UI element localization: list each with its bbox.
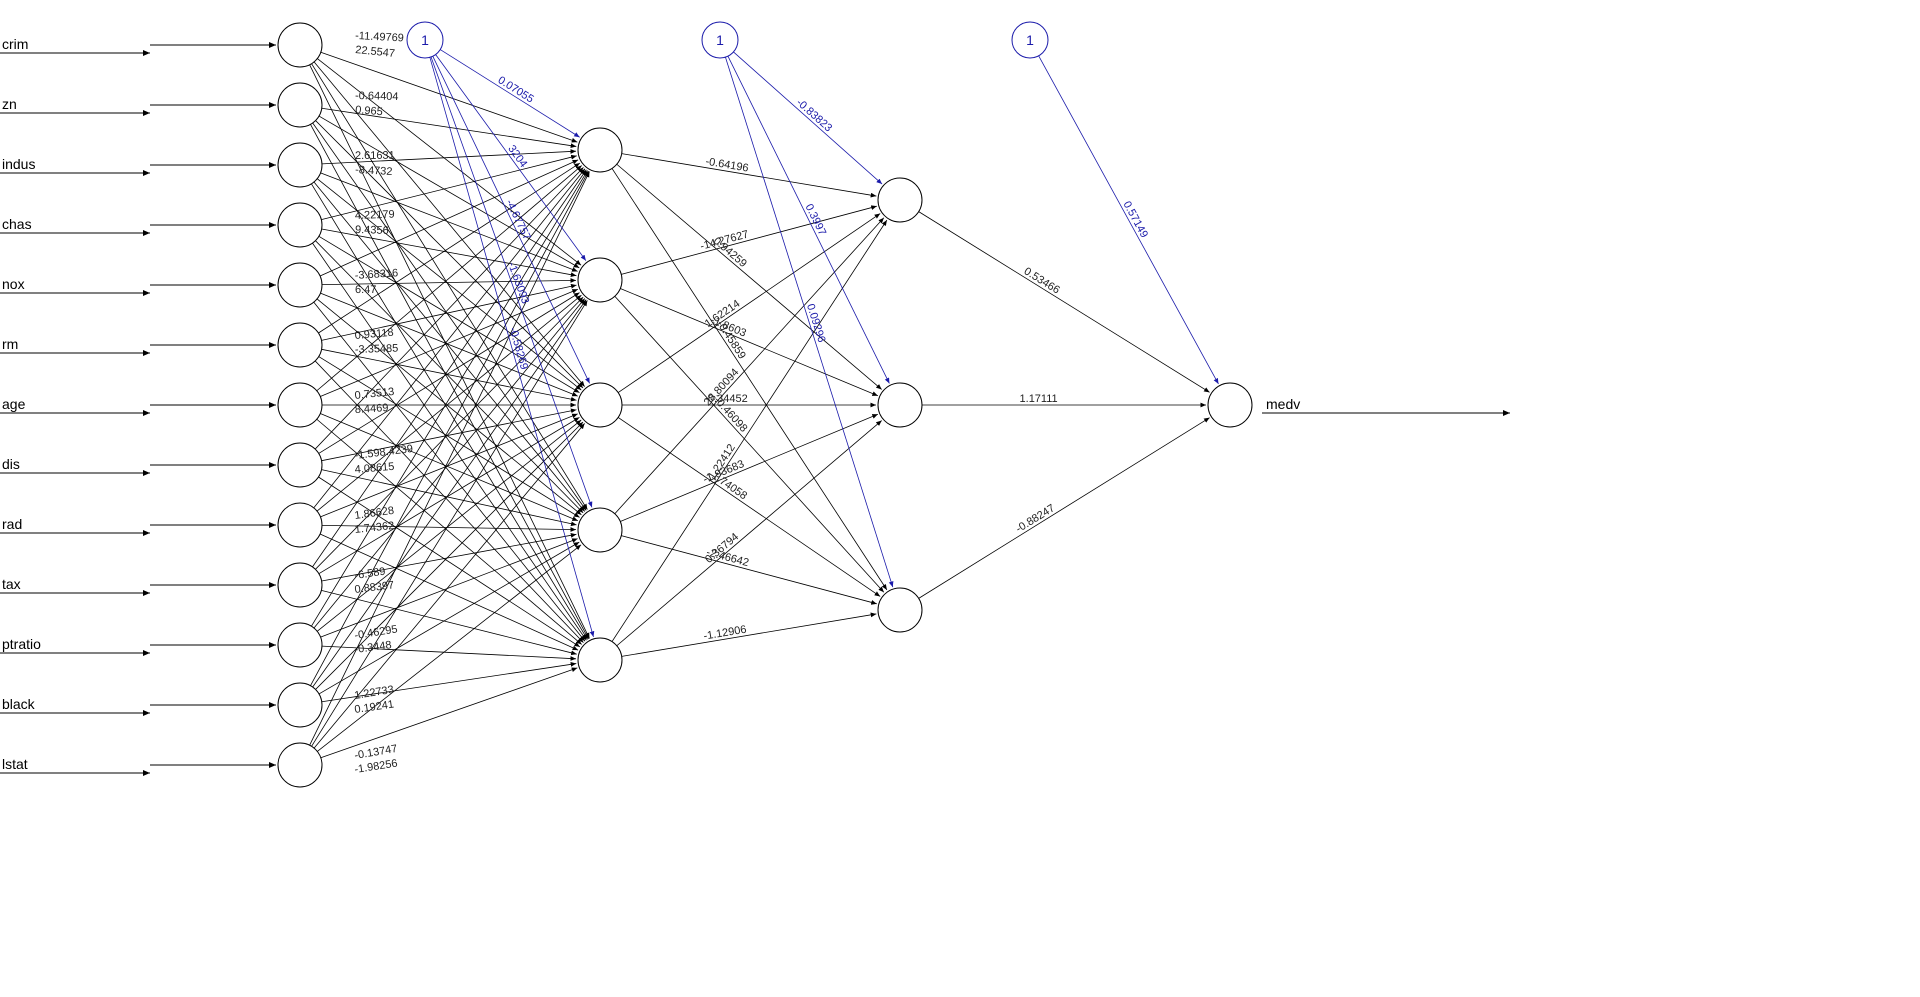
node-L0-0 [278,23,322,67]
output-label: medv [1266,396,1300,412]
node-L0-11 [278,683,322,727]
input-weight: 0.93118 [354,327,394,342]
node-L0-3 [278,203,322,247]
node-L0-5 [278,323,322,367]
input-weight: 2.61631 [355,150,395,162]
edge-weight: 1.17111 [1020,393,1058,405]
node-L2-2 [878,588,922,632]
labels-group: crim zn indus chas nox rm age dis rad tax ptratio b… [2,30,1300,776]
node-L1-2 [578,383,622,427]
input-weight: 8.4469 [354,402,388,416]
node-L2-1 [878,383,922,427]
input-weight: 1.86628 [354,505,395,522]
node-L0-10 [278,623,322,667]
input-weight: 0.965 [355,104,383,118]
input-weight: -0.46295 [354,623,399,642]
bias-label: 1 [716,32,724,48]
node-L0-1 [278,83,322,127]
input-weight: -3.35485 [355,343,399,356]
input-label-zn: zn [2,96,17,112]
bias-weight: -4.67757 [503,198,533,242]
neural-network-diagram: crim zn indus chas nox rm age dis rad tax ptratio b… [0,0,1520,800]
input-label-chas: chas [2,216,32,232]
input-weight: 22.5547 [355,44,396,60]
node-L3-0 [1208,383,1252,427]
input-label-crim: crim [2,36,28,52]
bias-weight: -0.58269 [507,326,530,371]
node-L0-12 [278,743,322,787]
node-L1-1 [578,258,622,302]
node-L0-7 [278,443,322,487]
bias-weight: 0.07055 [496,74,536,105]
input-weight: -0.64404 [355,90,399,103]
input-weight: -0.3448 [354,639,393,656]
input-label-black: black [2,696,36,712]
bias-label: 1 [1026,32,1034,48]
node-L1-0 [578,128,622,172]
edge-weight: -1.12906 [703,624,748,643]
node-L0-4 [278,263,322,307]
bias-weight: -1.63093 [505,261,531,306]
input-weight: 0.88397 [354,579,395,596]
bias-label: 1 [421,32,429,48]
input-label-lstat: lstat [2,756,28,772]
node-L1-4 [578,638,622,682]
input-weight: 6.47 [355,284,376,296]
input-label-rad: rad [2,516,22,532]
bias-weight: 0.57149 [1120,199,1150,240]
edge-weight: -0.88247 [1014,502,1057,535]
bias-weight: -0.83823 [794,97,834,135]
node-L0-6 [278,383,322,427]
input-label-dis: dis [2,456,20,472]
node-L2-0 [878,178,922,222]
input-weight: 4.22179 [355,209,395,222]
input-weight: 1.74362 [354,520,395,536]
bias-weight: 0.09296 [804,302,827,344]
input-label-indus: indus [2,156,35,172]
input-weight: 9.4356 [355,224,389,237]
input-label-tax: tax [2,576,21,592]
node-L0-9 [278,563,322,607]
input-label-age: age [2,396,26,412]
input-label-ptratio: ptratio [2,636,41,652]
node-L0-8 [278,503,322,547]
edge-weight: 0.53466 [1022,265,1062,296]
node-L1-3 [578,508,622,552]
bias-weight: 3204 [505,143,529,170]
input-label-rm: rm [2,336,18,352]
input-label-nox: nox [2,276,25,292]
node-L0-2 [278,143,322,187]
input-weight: -8.4732 [355,164,393,178]
edge-weight: -0.64196 [705,156,750,175]
input-weight: -11.49769 [355,30,404,44]
input-weight: 4.08615 [354,461,395,476]
